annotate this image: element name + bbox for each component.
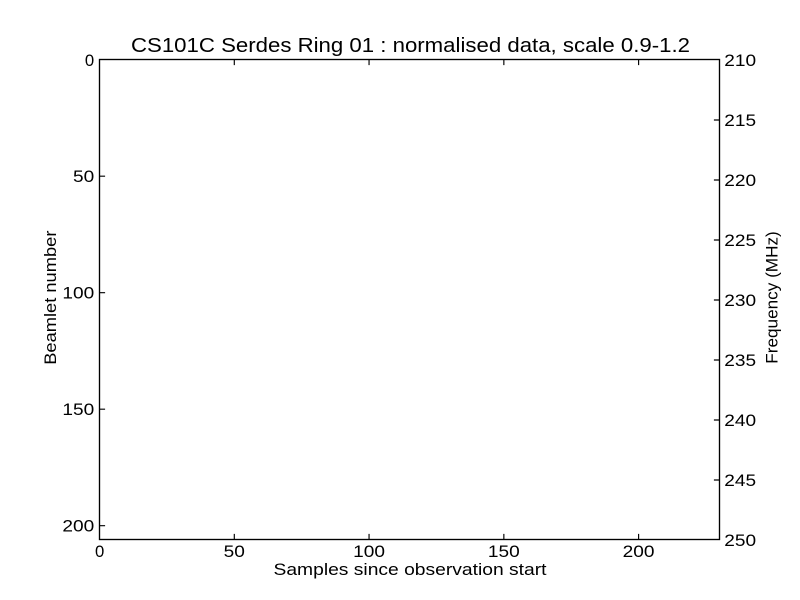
svg-text:150: 150 [62, 400, 94, 419]
svg-text:150: 150 [488, 542, 520, 561]
svg-text:200: 200 [62, 517, 94, 536]
svg-text:245: 245 [724, 471, 756, 490]
svg-text:230: 230 [724, 291, 756, 310]
svg-text:50: 50 [224, 542, 245, 561]
svg-text:210: 210 [724, 51, 756, 70]
svg-text:240: 240 [724, 411, 756, 430]
svg-text:225: 225 [724, 231, 756, 250]
svg-text:100: 100 [62, 284, 94, 303]
svg-text:50: 50 [73, 167, 94, 186]
svg-text:250: 250 [724, 531, 756, 550]
svg-text:Frequency (MHz): Frequency (MHz) [762, 231, 781, 364]
svg-text:CS101C Serdes Ring 01 : normal: CS101C Serdes Ring 01 : normalised data,… [131, 35, 690, 57]
svg-text:Beamlet number: Beamlet number [41, 230, 60, 365]
svg-text:0: 0 [85, 51, 94, 70]
svg-text:Samples since observation star: Samples since observation start [274, 560, 547, 579]
svg-text:0: 0 [95, 542, 104, 561]
svg-text:200: 200 [623, 542, 655, 561]
svg-text:235: 235 [724, 351, 756, 370]
svg-text:100: 100 [353, 542, 385, 561]
svg-text:215: 215 [724, 111, 756, 130]
svg-text:220: 220 [724, 171, 756, 190]
